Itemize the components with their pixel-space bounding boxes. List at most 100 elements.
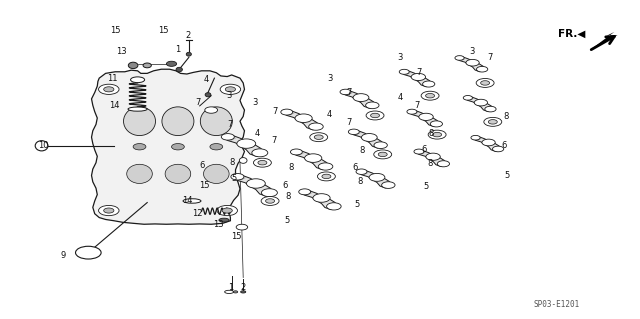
Circle shape xyxy=(477,66,488,72)
Text: 12: 12 xyxy=(192,209,202,218)
Ellipse shape xyxy=(124,107,156,136)
Text: 4: 4 xyxy=(255,130,260,138)
Circle shape xyxy=(205,107,218,113)
Circle shape xyxy=(246,179,266,188)
Polygon shape xyxy=(409,110,439,127)
Circle shape xyxy=(378,152,387,157)
Text: 7: 7 xyxy=(415,101,420,110)
Circle shape xyxy=(221,134,234,140)
Circle shape xyxy=(482,139,495,146)
Circle shape xyxy=(231,174,244,180)
Polygon shape xyxy=(465,97,493,112)
Circle shape xyxy=(318,163,333,170)
Text: 15: 15 xyxy=(158,26,168,35)
Circle shape xyxy=(430,121,442,127)
Polygon shape xyxy=(92,69,244,224)
Text: 5: 5 xyxy=(355,200,360,209)
Text: 8: 8 xyxy=(230,158,235,167)
Circle shape xyxy=(414,149,424,154)
Circle shape xyxy=(471,135,480,140)
Circle shape xyxy=(261,197,279,205)
Text: 8: 8 xyxy=(503,112,508,121)
Text: 1: 1 xyxy=(228,283,233,292)
Text: 8: 8 xyxy=(428,159,433,168)
Circle shape xyxy=(104,208,114,213)
Circle shape xyxy=(374,142,387,149)
Text: 13: 13 xyxy=(214,220,224,229)
Circle shape xyxy=(353,94,369,101)
Ellipse shape xyxy=(131,77,145,83)
Circle shape xyxy=(455,56,464,60)
Ellipse shape xyxy=(186,52,191,56)
Text: SP03-E1201: SP03-E1201 xyxy=(534,300,580,309)
Circle shape xyxy=(99,205,119,216)
Text: 8: 8 xyxy=(285,192,291,201)
Text: 8: 8 xyxy=(357,177,362,186)
Text: 2: 2 xyxy=(241,283,246,292)
Circle shape xyxy=(476,78,494,87)
Circle shape xyxy=(236,224,248,230)
Text: 7: 7 xyxy=(346,88,351,97)
Circle shape xyxy=(314,135,323,139)
Text: 8: 8 xyxy=(360,146,365,155)
Circle shape xyxy=(261,189,277,197)
Ellipse shape xyxy=(127,164,152,183)
Circle shape xyxy=(317,172,335,181)
Circle shape xyxy=(104,87,114,92)
Ellipse shape xyxy=(128,107,147,111)
Text: 7: 7 xyxy=(273,107,278,116)
Text: 6: 6 xyxy=(502,141,507,150)
Text: 6: 6 xyxy=(353,163,358,172)
Polygon shape xyxy=(283,111,319,130)
Text: 6: 6 xyxy=(199,161,204,170)
Text: 15: 15 xyxy=(200,181,210,189)
Text: 6: 6 xyxy=(421,145,426,154)
Text: 10: 10 xyxy=(38,141,49,150)
Circle shape xyxy=(310,133,328,142)
Circle shape xyxy=(428,130,446,139)
Circle shape xyxy=(220,84,241,94)
Text: 5: 5 xyxy=(284,216,289,225)
Ellipse shape xyxy=(162,107,194,136)
Text: 3: 3 xyxy=(227,91,232,100)
Text: 5: 5 xyxy=(423,182,428,191)
Polygon shape xyxy=(351,130,383,148)
Circle shape xyxy=(210,144,223,150)
Circle shape xyxy=(295,114,312,122)
Circle shape xyxy=(217,205,237,216)
Polygon shape xyxy=(592,32,618,48)
Circle shape xyxy=(484,117,502,126)
Circle shape xyxy=(305,154,322,162)
Text: 13: 13 xyxy=(116,47,127,56)
Text: 15: 15 xyxy=(110,26,120,35)
Circle shape xyxy=(463,95,472,100)
Circle shape xyxy=(426,93,435,98)
Text: 6: 6 xyxy=(282,181,287,189)
Circle shape xyxy=(76,246,101,259)
Circle shape xyxy=(374,150,392,159)
Circle shape xyxy=(474,99,488,106)
Text: 3: 3 xyxy=(397,53,403,62)
Circle shape xyxy=(366,111,384,120)
Text: 5: 5 xyxy=(504,171,509,180)
Text: 7: 7 xyxy=(487,53,492,62)
Circle shape xyxy=(237,139,256,148)
Circle shape xyxy=(371,113,380,118)
Circle shape xyxy=(419,113,433,121)
Ellipse shape xyxy=(233,291,238,293)
Circle shape xyxy=(291,149,302,155)
Ellipse shape xyxy=(176,67,182,72)
Text: 2: 2 xyxy=(185,31,190,40)
Circle shape xyxy=(253,158,271,167)
Text: 4: 4 xyxy=(327,110,332,119)
Text: 8: 8 xyxy=(289,163,294,172)
Circle shape xyxy=(381,182,395,189)
Circle shape xyxy=(308,123,323,130)
Text: 7: 7 xyxy=(417,68,422,77)
Text: 14: 14 xyxy=(109,101,119,110)
Circle shape xyxy=(340,89,351,95)
Text: 3: 3 xyxy=(470,47,475,56)
Text: 11: 11 xyxy=(107,74,117,83)
Circle shape xyxy=(258,160,267,165)
Circle shape xyxy=(422,81,435,87)
